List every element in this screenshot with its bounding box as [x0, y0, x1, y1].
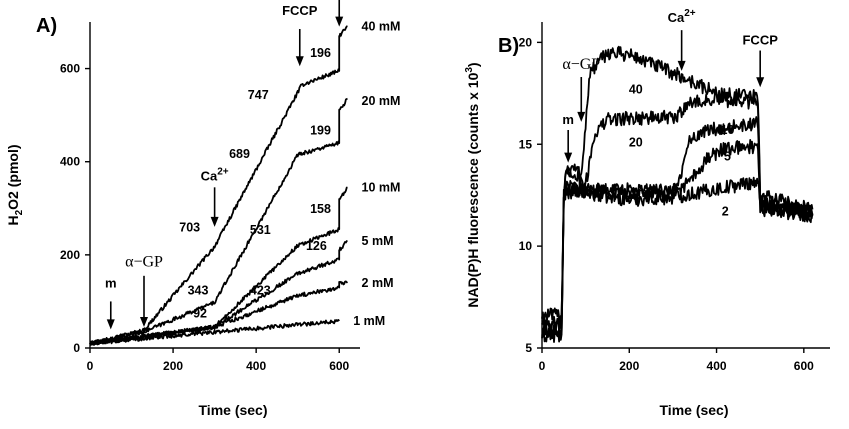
addition-label-text: m [562, 112, 574, 127]
series-label-40-mm: 40 mM [362, 20, 401, 34]
series-label-20-mm: 20 mM [362, 94, 401, 108]
x-tick-label: 400 [246, 359, 266, 373]
arrow-head [295, 56, 304, 67]
chart-panel-a: A) 0 200 400 600 0 200 400 600 Time (sec) H2O2 (pm… [5, 0, 400, 418]
addition-arrow: α−GP [125, 254, 163, 328]
arrow-head [106, 319, 115, 330]
addition-arrow: α−GP [562, 56, 600, 122]
addition-arrow: Ca2+ [201, 166, 229, 227]
addition-label: m [562, 112, 574, 127]
y-axis-title-script: 3 [464, 67, 475, 73]
x-axis-title: Time (sec) [199, 402, 268, 418]
arrow-head [335, 16, 344, 27]
x-tick-label: 600 [794, 359, 814, 373]
series-label: 5 [724, 150, 731, 164]
x-axis-title: Time (sec) [660, 402, 729, 418]
series-label-1-mm: 1 mM [353, 314, 385, 328]
addition-arrow: cal [335, 0, 344, 27]
arrow-head [756, 77, 765, 88]
addition-label-superscript: 2+ [684, 8, 696, 19]
addition-label-text: α−GP [562, 56, 600, 73]
addition-label: FCCP [282, 3, 318, 18]
addition-label-text: Ca [668, 10, 685, 25]
panel-label: A) [36, 15, 57, 37]
addition-label: Ca2+ [668, 8, 696, 25]
series-label-5-mm: 5 mM [362, 234, 394, 248]
addition-label: FCCP [742, 32, 778, 47]
addition-label-text: FCCP [742, 32, 778, 47]
series-label-10-mm: 10 mM [362, 180, 401, 194]
addition-label-text: α−GP [125, 254, 163, 271]
trace-40-mm [89, 25, 348, 346]
addition-arrow: FCCP [282, 3, 318, 67]
addition-label: α−GP [125, 254, 163, 271]
trace-20-mm [89, 97, 348, 345]
y-tick-label: 15 [519, 137, 533, 151]
series-label: 10 [721, 123, 735, 137]
addition-arrow: FCCP [742, 32, 778, 88]
y-tick-label: 20 [519, 35, 533, 49]
addition-arrow: m [562, 112, 574, 163]
addition-label-text: Ca [201, 168, 218, 183]
y-axis-title-part: ) [465, 62, 481, 67]
y-tick-label: 0 [73, 341, 80, 355]
y-axis-title-part: NAD(P)H fluorescence (counts x 10 [465, 72, 481, 307]
addition-label-superscript: 2+ [217, 166, 229, 177]
trace-40 [541, 45, 814, 324]
trace-10 [541, 116, 814, 336]
rate-label: 126 [306, 239, 327, 253]
trace-2 [541, 176, 813, 343]
rate-label: 531 [250, 223, 271, 237]
rate-label: 158 [310, 202, 331, 216]
y-axis-title-part: O2 (pmol) [5, 144, 21, 209]
arrow-head [577, 111, 586, 122]
x-tick-label: 600 [329, 359, 349, 373]
y-axis-title: NAD(P)H fluorescence (counts x 103) [464, 62, 481, 307]
addition-arrow: m [105, 275, 117, 330]
arrow-head [140, 317, 148, 328]
x-tick-label: 200 [619, 359, 639, 373]
series-label-2-mm: 2 mM [362, 276, 394, 290]
panel-label: B) [498, 35, 519, 57]
addition-label: Ca2+ [201, 166, 229, 183]
rate-label: 199 [310, 124, 331, 138]
arrow-head [677, 60, 686, 71]
y-tick-label: 10 [519, 239, 533, 253]
rate-label: 747 [248, 88, 269, 102]
series-label: 2 [722, 205, 729, 219]
rate-label: 689 [229, 147, 250, 161]
trace-20 [541, 92, 813, 329]
arrow-head [210, 216, 219, 227]
addition-label: α−GP [562, 56, 600, 73]
arrow-head [564, 152, 573, 163]
x-tick-label: 200 [163, 359, 183, 373]
y-tick-label: 200 [60, 248, 80, 262]
rate-label: 703 [179, 221, 200, 235]
y-axis-title-part: H [5, 215, 21, 225]
x-tick-label: 0 [539, 359, 546, 373]
addition-label-text: FCCP [282, 3, 318, 18]
x-tick-label: 0 [87, 359, 94, 373]
x-tick-label: 400 [707, 359, 727, 373]
rate-label: 92 [193, 307, 207, 321]
trace-1-mm [89, 319, 340, 346]
rate-label: 423 [250, 283, 271, 297]
y-axis-title: H2O2 (pmol) [5, 144, 25, 225]
chart-panel-b: B) 0 200 400 600 5 10 15 20 Time (sec) NAD(P)H flu… [464, 8, 830, 418]
series-label: 40 [629, 82, 643, 96]
rate-label: 196 [310, 46, 331, 60]
series-label: 20 [629, 135, 643, 149]
y-tick-label: 600 [60, 62, 80, 76]
y-tick-label: 400 [60, 155, 80, 169]
addition-label-text: m [105, 275, 117, 290]
y-tick-label: 5 [525, 341, 532, 355]
addition-label: m [105, 275, 117, 290]
addition-arrow: Ca2+ [668, 8, 696, 71]
y-axis-title-script: 2 [14, 209, 25, 215]
rate-label: 343 [188, 283, 209, 297]
